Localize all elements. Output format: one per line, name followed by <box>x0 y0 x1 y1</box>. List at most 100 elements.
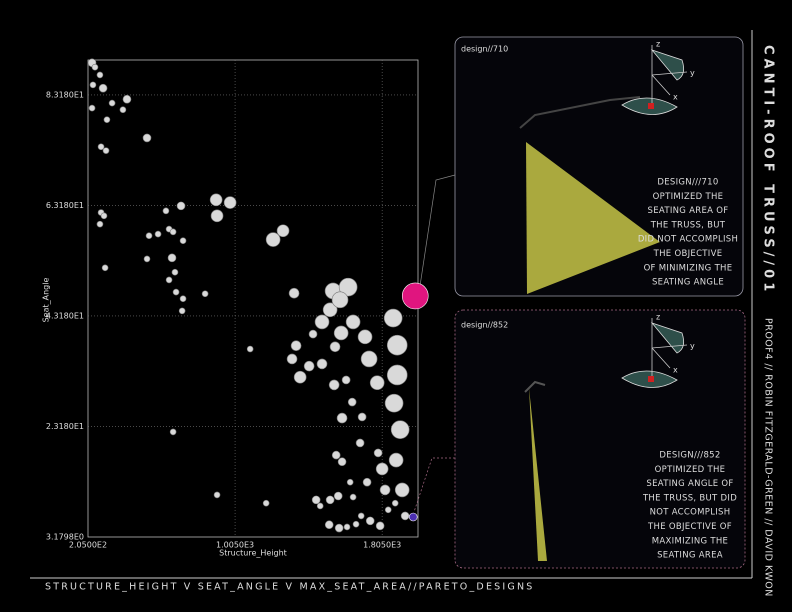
bubble <box>89 81 97 89</box>
bubble <box>119 106 127 114</box>
bubble <box>316 502 324 510</box>
panel-text: SEATING AREA OF <box>648 206 729 216</box>
panel-text: THE TRUSS, BUT DID <box>642 493 737 503</box>
bubble <box>303 360 315 372</box>
y-axis-label: Seat_Angle <box>42 278 51 323</box>
bubble <box>365 516 375 526</box>
bubble <box>143 255 151 263</box>
panel-text: OPTIMIZED THE <box>653 192 724 202</box>
bubble <box>100 212 108 220</box>
bubble <box>384 506 392 514</box>
bubble <box>357 512 365 520</box>
bubble <box>375 462 389 476</box>
panel <box>454 309 746 569</box>
bubble <box>246 345 254 353</box>
bubble <box>314 314 330 330</box>
bubble <box>357 412 367 422</box>
bubble <box>362 477 372 487</box>
bubble <box>375 521 385 531</box>
bubble <box>333 491 343 501</box>
panel-text: SEATING ANGLE OF <box>646 479 733 489</box>
bubble <box>91 63 99 71</box>
bubble <box>331 291 349 309</box>
bubble <box>352 520 360 528</box>
bubble <box>88 104 96 112</box>
bubble <box>178 307 186 315</box>
bubble <box>201 290 209 298</box>
bubble <box>349 493 357 501</box>
bubble <box>311 495 321 505</box>
bubble <box>400 511 410 521</box>
bubble <box>328 379 340 391</box>
bubble <box>276 224 290 238</box>
gizmo-origin <box>648 376 654 382</box>
bubble <box>338 277 358 297</box>
bubble <box>343 523 351 531</box>
bubble <box>316 358 328 370</box>
bubble <box>122 94 132 104</box>
y-tick-label: 3.1798E0 <box>46 533 84 542</box>
panel-text: THE TRUSS, BUT <box>650 220 726 230</box>
bubble <box>355 438 365 448</box>
bubble <box>108 99 116 107</box>
panel-text: OPTIMIZED THE <box>655 465 726 475</box>
bubble <box>324 520 334 530</box>
y-tick-label: 4.3180E1 <box>46 311 84 320</box>
bubble <box>394 482 410 498</box>
bubble <box>308 329 318 339</box>
bubble <box>384 393 404 413</box>
bubble <box>383 308 403 328</box>
bubble <box>210 209 224 223</box>
gizmo-label: y <box>690 69 695 78</box>
panel-text: NOT ACCOMPLISH <box>650 508 731 518</box>
bubble <box>390 420 410 439</box>
bubble <box>265 232 281 247</box>
bubble <box>322 302 338 318</box>
bubble <box>96 71 104 79</box>
bubble <box>345 314 361 330</box>
bubble <box>103 116 111 123</box>
bubble <box>386 364 408 386</box>
bubble <box>165 276 173 284</box>
panel-text: SEATING AREA <box>657 551 723 561</box>
x-tick-label: 1.8050E3 <box>363 541 401 550</box>
bubble <box>357 329 373 345</box>
bubble <box>209 193 223 207</box>
bubble <box>97 143 105 151</box>
bubble <box>290 340 302 351</box>
panel-text: THE OBJECTIVE <box>653 249 723 259</box>
bubble <box>391 499 399 507</box>
bubble <box>329 341 341 353</box>
bubble <box>172 288 180 296</box>
seat-triangle <box>526 142 660 294</box>
panel-text: DESIGN///710 <box>657 178 718 188</box>
bubble <box>360 350 378 368</box>
x-tick-label: 1.0050E3 <box>216 541 254 550</box>
bubble <box>162 207 170 215</box>
bubble <box>347 397 357 407</box>
bubble <box>337 457 347 467</box>
panel-title: design//710 <box>461 45 508 54</box>
gizmo-label: z <box>656 313 660 322</box>
gizmo-label: x <box>673 93 678 102</box>
bubble <box>334 523 344 533</box>
bubble <box>142 133 152 143</box>
truss <box>519 96 641 129</box>
bubble <box>346 478 354 486</box>
bubble <box>369 375 385 391</box>
y-tick-label: 6.3180E1 <box>46 201 84 210</box>
gizmo-axis <box>651 347 671 369</box>
bubble <box>288 287 300 299</box>
bubble <box>341 375 351 385</box>
gizmo-axis <box>651 71 688 76</box>
bubble <box>223 196 237 209</box>
panel-text: OF MINIMIZING THE <box>644 263 733 273</box>
bubble <box>167 253 177 263</box>
bubble <box>386 334 408 356</box>
bubble <box>293 370 307 384</box>
gizmo-label: x <box>673 366 678 375</box>
bubble <box>286 353 298 365</box>
bubble <box>373 448 383 458</box>
connector <box>419 174 456 287</box>
bubble <box>176 201 186 211</box>
